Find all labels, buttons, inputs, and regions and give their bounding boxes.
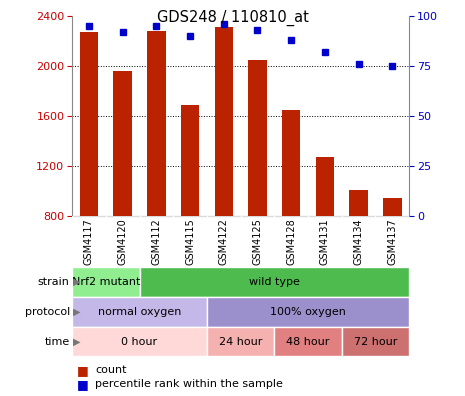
Text: 0 hour: 0 hour [121,337,158,346]
Bar [140,267,409,297]
Text: GSM4125: GSM4125 [252,218,263,265]
Bar [207,327,274,356]
Bar [113,71,132,216]
Text: GSM4112: GSM4112 [151,218,161,265]
Bar [282,110,300,216]
Bar [214,27,233,216]
Text: ▶: ▶ [73,337,80,346]
Text: strain: strain [38,277,70,287]
Text: count: count [95,365,127,375]
Text: protocol: protocol [25,307,70,317]
Text: time: time [45,337,70,346]
Bar [72,297,207,327]
Bar [349,190,368,216]
Text: normal oxygen: normal oxygen [98,307,181,317]
Bar [147,31,166,216]
Text: 100% oxygen: 100% oxygen [270,307,346,317]
Bar [316,157,334,216]
Text: GSM4117: GSM4117 [84,218,94,265]
Text: GSM4122: GSM4122 [219,218,229,265]
Text: GSM4134: GSM4134 [353,218,364,265]
Text: GSM4120: GSM4120 [118,218,128,265]
Text: GSM4137: GSM4137 [387,218,398,265]
Bar [342,327,409,356]
Bar [72,267,140,297]
Text: 24 hour: 24 hour [219,337,262,346]
Bar [80,32,98,216]
Bar [207,297,409,327]
Bar [274,327,342,356]
Text: ■: ■ [77,364,88,377]
Bar [72,327,207,356]
Bar [383,198,402,216]
Text: ■: ■ [77,378,88,390]
Text: wild type: wild type [249,277,300,287]
Text: GSM4115: GSM4115 [185,218,195,265]
Bar [248,59,267,216]
Text: percentile rank within the sample: percentile rank within the sample [95,379,283,389]
Text: GSM4128: GSM4128 [286,218,296,265]
Text: GDS248 / 110810_at: GDS248 / 110810_at [157,10,308,26]
Text: ▶: ▶ [73,307,80,317]
Text: ▶: ▶ [73,277,80,287]
Text: 72 hour: 72 hour [354,337,397,346]
Text: Nrf2 mutant: Nrf2 mutant [72,277,140,287]
Text: GSM4131: GSM4131 [320,218,330,265]
Text: 48 hour: 48 hour [286,337,330,346]
Bar [181,105,199,216]
